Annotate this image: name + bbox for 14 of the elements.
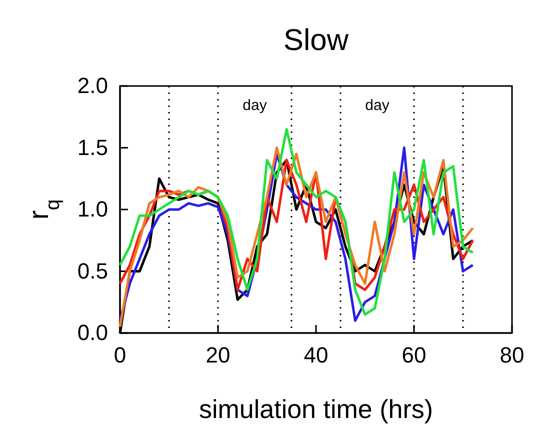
x-tick-label: 60 <box>402 342 426 368</box>
x-tick-label: 20 <box>206 342 230 368</box>
y-tick-label: 0.5 <box>77 258 108 284</box>
y-tick-label: 2.0 <box>77 73 108 98</box>
y-tick-label: 1.5 <box>77 134 108 160</box>
y-tick-label: 0.0 <box>77 320 108 346</box>
chart-title: Slow <box>283 24 349 57</box>
annotation: day <box>365 97 390 114</box>
x-tick-label: 40 <box>304 342 328 368</box>
x-axis-title: simulation time (hrs) <box>198 394 434 424</box>
x-tick-label: 80 <box>500 342 524 368</box>
y-tick-label: 1.0 <box>77 196 108 222</box>
x-tick-label: 0 <box>114 342 126 368</box>
annotation: day <box>242 97 268 114</box>
